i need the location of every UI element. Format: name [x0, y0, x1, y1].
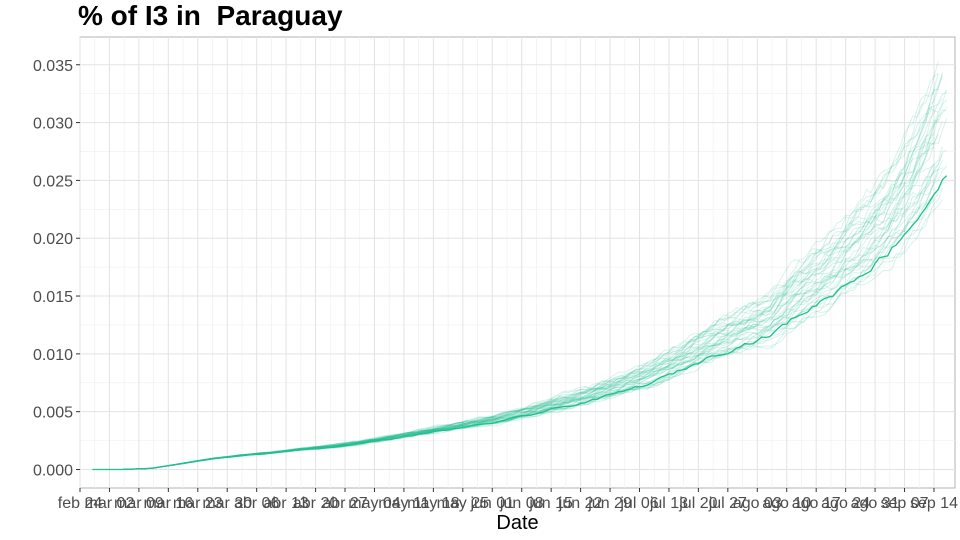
x-tick-label: feb 24: [58, 495, 103, 512]
x-tick-label: jun 08: [499, 495, 544, 512]
x-tick-label: jun 22: [558, 495, 603, 512]
x-tick-label: mar 30: [202, 495, 252, 512]
y-tick-label: 0.035: [33, 58, 73, 75]
y-tick-label: 0.000: [33, 462, 73, 479]
ensemble-line: [92, 98, 943, 470]
x-tick-label: jul 06: [619, 495, 658, 512]
x-tick-label: mar 16: [143, 495, 193, 512]
ensemble-line: [92, 108, 947, 470]
x-tick-label: sep 07: [880, 495, 928, 512]
x-tick-label: mar 23: [173, 495, 223, 512]
ensemble-line: [92, 120, 943, 470]
x-tick-label: ago 10: [762, 495, 811, 512]
ensemble-line: [92, 89, 948, 470]
x-tick-label: ago 24: [821, 495, 870, 512]
y-tick-label: 0.010: [33, 347, 73, 364]
y-tick-label: 0.005: [33, 405, 73, 422]
chart-title: % of I3 in Paraguay: [78, 0, 343, 31]
y-tick-label: 0.030: [33, 116, 73, 133]
x-tick-label: ago 03: [733, 495, 782, 512]
major-gridlines: [79, 37, 955, 488]
x-tick-label: may 04: [348, 495, 401, 512]
x-tick-label: may 18: [407, 495, 460, 512]
x-tick-label: abr 20: [293, 495, 338, 512]
ensemble-line: [92, 71, 943, 470]
x-tick-label: sep 14: [910, 495, 958, 512]
x-tick-label: may 25: [437, 495, 490, 512]
x-tick-label: jun 01: [469, 495, 514, 512]
x-tick-label: mar 02: [85, 495, 135, 512]
y-axis: 0.000 0.005 0.010 0.015 0.020 0.025 0.030 0.035: [33, 58, 80, 479]
x-tick-label: abr 06: [234, 495, 279, 512]
plot-panel: [79, 36, 956, 489]
x-tick-label: jul 13: [649, 495, 688, 512]
x-tick-label: may 11: [378, 495, 429, 512]
x-tick-label: abr 27: [322, 495, 367, 512]
x-tick-label: jun 29: [587, 495, 632, 512]
y-tick-label: 0.015: [33, 289, 73, 306]
x-axis-label: Date: [496, 512, 538, 534]
x-tick-label: abr 13: [263, 495, 308, 512]
x-tick-label: ago 17: [792, 495, 841, 512]
ensemble-line: [92, 118, 948, 470]
y-tick-label: 0.025: [33, 173, 73, 190]
minor-gridlines: [80, 37, 955, 488]
ensemble-line: [92, 111, 939, 470]
x-tick-label: mar 09: [114, 495, 164, 512]
x-tick-label: ago 31: [851, 495, 900, 512]
main-series-line: [92, 175, 948, 471]
main-series: [92, 175, 948, 471]
x-tick-label: jun 15: [528, 495, 573, 512]
y-tick-label: 0.020: [33, 231, 73, 248]
x-tick-label: jul 27: [708, 495, 747, 512]
x-tick-label: jul 20: [678, 495, 717, 512]
